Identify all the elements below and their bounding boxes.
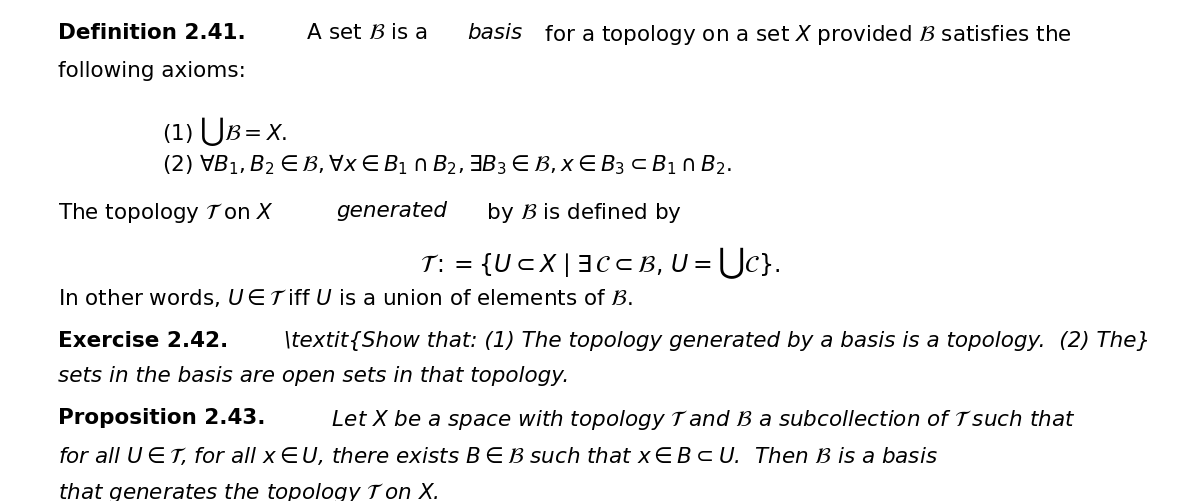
- Text: A set $\mathcal{B}$ is a: A set $\mathcal{B}$ is a: [300, 23, 430, 43]
- Text: that generates the topology $\mathcal{T}$ on $X$.: that generates the topology $\mathcal{T}…: [58, 481, 438, 501]
- Text: (2) $\forall B_1, B_2 \in \mathcal{B}, \forall x \in B_1 \cap B_2, \exists B_3 \: (2) $\forall B_1, B_2 \in \mathcal{B}, \…: [162, 153, 732, 177]
- Text: for all $U \in \mathcal{T}$, for all $x \in U$, there exists $B \in \mathcal{B}$: for all $U \in \mathcal{T}$, for all $x …: [58, 445, 937, 467]
- Text: following axioms:: following axioms:: [58, 61, 246, 81]
- Text: (1) $\bigcup\mathcal{B} = X$.: (1) $\bigcup\mathcal{B} = X$.: [162, 115, 288, 148]
- Text: Definition 2.41.: Definition 2.41.: [58, 23, 245, 43]
- Text: generated: generated: [336, 201, 448, 221]
- Text: sets in the basis are open sets in that topology.: sets in the basis are open sets in that …: [58, 366, 569, 386]
- Text: for a topology on a set $X$ provided $\mathcal{B}$ satisfies the: for a topology on a set $X$ provided $\m…: [539, 23, 1073, 47]
- Text: \textit{Show that: (1) The topology generated by a basis is a topology.  (2) The: \textit{Show that: (1) The topology gene…: [277, 331, 1151, 351]
- Text: Exercise 2.42.: Exercise 2.42.: [58, 331, 228, 351]
- Text: by $\mathcal{B}$ is defined by: by $\mathcal{B}$ is defined by: [480, 201, 682, 225]
- Text: In other words, $U \in \mathcal{T}$ iff $U$ is a union of elements of $\mathcal{: In other words, $U \in \mathcal{T}$ iff …: [58, 287, 632, 309]
- Text: Proposition 2.43.: Proposition 2.43.: [58, 408, 265, 428]
- Text: $\mathcal{T} := \{U \subset X \mid \exists\, \mathcal{C} \subset \mathcal{B},\, : $\mathcal{T} := \{U \subset X \mid \exis…: [420, 245, 780, 281]
- Text: Let $X$ be a space with topology $\mathcal{T}$ and $\mathcal{B}$ a subcollection: Let $X$ be a space with topology $\mathc…: [325, 408, 1075, 432]
- Text: The topology $\mathcal{T}$ on $X$: The topology $\mathcal{T}$ on $X$: [58, 201, 274, 225]
- Text: basis: basis: [467, 23, 522, 43]
